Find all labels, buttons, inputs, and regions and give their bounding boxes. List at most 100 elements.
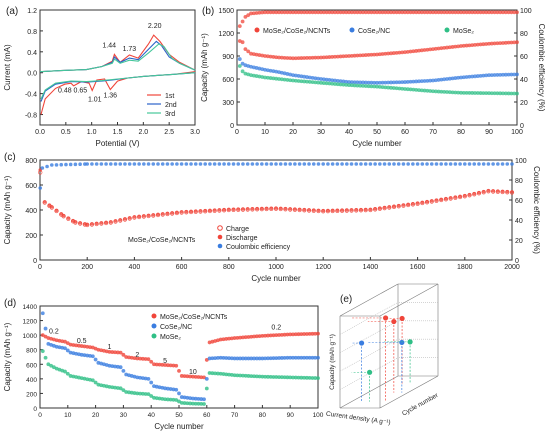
data-point [425,199,429,204]
data-point [254,356,259,361]
data-point [419,10,424,15]
data-point [335,208,340,213]
data-point [268,10,273,15]
data-point [358,83,363,88]
data-point [165,211,170,216]
data-point [506,72,511,77]
data-point [203,162,207,166]
data-point [142,214,146,218]
data-point [345,162,349,166]
data-point [271,76,276,81]
y2-tick-label: 40 [515,218,523,225]
data-point [486,188,491,193]
data-point [282,332,287,337]
data-point [274,375,279,379]
data-point [372,80,377,85]
data-point [260,162,264,166]
data-point [213,356,218,360]
data-point [503,10,508,15]
data-point [428,10,433,15]
data-point [512,72,517,77]
y-tick-label: 1500 [218,8,234,15]
data-point [203,208,207,213]
data-point [305,10,309,15]
data-point [199,397,204,401]
data-point [345,208,349,212]
data-point [302,56,307,60]
data-point [401,162,406,166]
data-point [235,373,240,378]
data-point [316,376,320,381]
data-point [185,395,190,400]
data-point [489,41,494,46]
data-point [425,10,430,15]
data-point [243,356,248,361]
data-point [246,13,251,18]
x-tick-label: 0.0 [35,129,45,136]
data-point [296,74,301,78]
data-point [165,363,170,368]
data-point [484,91,489,96]
data-point [163,386,168,391]
data-point [491,189,495,193]
data-point [213,371,218,376]
data-point [439,46,444,51]
data-point [299,79,304,84]
x-axis-label: Cycle number [352,139,402,148]
data-point [40,349,45,354]
data-point [481,42,486,47]
data-point [344,54,349,59]
data-point [458,194,462,199]
data-point [224,372,229,377]
data-point [311,208,316,212]
data-point [420,162,425,166]
data-point [470,91,475,95]
x-tick-label: 30 [317,129,325,136]
data-point [243,335,248,340]
data-point [274,69,279,74]
data-point [415,201,420,205]
data-point [492,73,497,77]
data-point [241,335,245,340]
data-point [405,87,410,92]
data-point [296,56,301,61]
data-point [251,73,256,78]
x-tick-label: 30 [120,412,128,419]
data-point [467,162,472,166]
x-tick-label: 40 [345,129,353,136]
data-point [279,332,284,337]
data-point [204,376,209,381]
y-tick-label: 600 [26,362,37,369]
data-point [358,53,363,58]
data-point [498,41,503,46]
data-point [249,11,253,16]
data-point [510,190,514,194]
box-edge [379,375,439,409]
y-tick-label: 600 [25,183,37,190]
data-point [500,162,505,166]
data-point [277,77,281,81]
y2-tick-label: 80 [520,31,528,38]
x-tick-label: 60 [401,129,409,136]
data-point [319,77,323,81]
data-point [403,87,407,91]
y2-tick-label: 100 [520,8,532,15]
data-point [140,376,145,381]
data-point [118,218,123,222]
data-point [240,19,245,24]
y2-tick-label: 0 [515,258,519,265]
data-point [257,10,262,15]
data-point [210,371,215,376]
data-point [193,401,198,406]
data-point [113,364,117,369]
data-point [299,332,304,337]
data-point [335,10,340,15]
data-point [182,374,187,379]
data-point [434,162,439,166]
data-point [363,207,368,212]
data-point [375,10,379,15]
y-tick-label: 0 [33,258,37,265]
box-edge [379,283,439,317]
data-point [196,375,201,379]
data-point [302,10,307,15]
